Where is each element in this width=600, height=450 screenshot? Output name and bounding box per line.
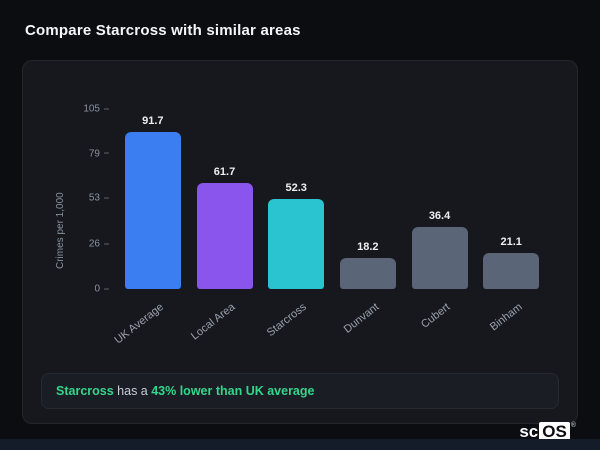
bar-group: 18.2 xyxy=(332,109,404,289)
bar-value-label: 21.1 xyxy=(500,235,522,248)
x-label-cell: Cubert xyxy=(404,293,476,341)
note-middle: has a xyxy=(113,384,152,398)
logo-suffix: OS xyxy=(539,422,570,441)
x-axis-tick-label: Starcross xyxy=(265,301,310,340)
y-tick-label: 53 xyxy=(89,193,109,204)
bar-group: 52.3 xyxy=(260,109,332,289)
bar xyxy=(124,131,181,289)
x-axis-tick-label: Cubert xyxy=(419,301,453,331)
bar-value-label: 91.7 xyxy=(142,114,164,127)
note-highlight: 43% lower than UK average xyxy=(151,384,315,398)
bar-group: 36.4 xyxy=(404,109,476,289)
bar-value-label: 18.2 xyxy=(357,240,379,253)
note-subject: Starcross xyxy=(56,384,114,398)
bar-chart: Crimes per 1,000 0 26 53 79 105 91.7 61.7 52.3… xyxy=(45,104,547,346)
bar-group: 91.7 xyxy=(117,109,189,289)
bar xyxy=(411,226,468,289)
bar-group: 21.1 xyxy=(475,109,547,289)
x-axis-tick-label: Dunvant xyxy=(341,301,381,336)
y-tick-label: 26 xyxy=(89,239,109,250)
comparison-note: Starcross has a 43% lower than UK averag… xyxy=(41,373,559,409)
plot-area: 91.7 61.7 52.3 18.2 36.4 21.1 xyxy=(117,109,547,289)
chart-card: Crimes per 1,000 0 26 53 79 105 91.7 61.7 52.3… xyxy=(22,60,578,424)
bar-value-label: 36.4 xyxy=(428,209,451,222)
bar-value-label: 61.7 xyxy=(213,166,236,179)
x-label-cell: Starcross xyxy=(260,293,332,341)
y-tick-label: 79 xyxy=(89,148,109,159)
bottom-strip xyxy=(0,439,600,450)
registered-mark-icon: ® xyxy=(570,422,576,429)
y-axis: 0 26 53 79 105 xyxy=(67,104,109,295)
bar xyxy=(339,257,396,289)
logo-prefix: sc xyxy=(519,422,539,441)
page-title: Compare Starcross with similar areas xyxy=(25,22,301,39)
scos-logo: sc OS ® xyxy=(519,422,576,442)
x-axis-labels: UK Average Local Area Starcross Dunvant Cube… xyxy=(112,293,547,346)
y-tick-label: 105 xyxy=(83,104,109,115)
bar xyxy=(196,183,253,289)
bar-group: 61.7 xyxy=(189,109,261,289)
x-axis-tick-label: Binham xyxy=(487,301,525,334)
x-label-cell: Local Area xyxy=(189,293,261,343)
x-label-cell: Dunvant xyxy=(332,293,404,341)
bar xyxy=(483,252,540,289)
x-axis-tick-label: Local Area xyxy=(189,301,238,343)
x-axis-tick-label: UK Average xyxy=(112,301,166,347)
x-label-cell: UK Average xyxy=(112,293,189,346)
bar xyxy=(268,199,325,289)
x-label-cell: Binham xyxy=(475,293,547,341)
y-tick-label: 0 xyxy=(94,284,109,295)
bar-value-label: 52.3 xyxy=(285,182,307,195)
